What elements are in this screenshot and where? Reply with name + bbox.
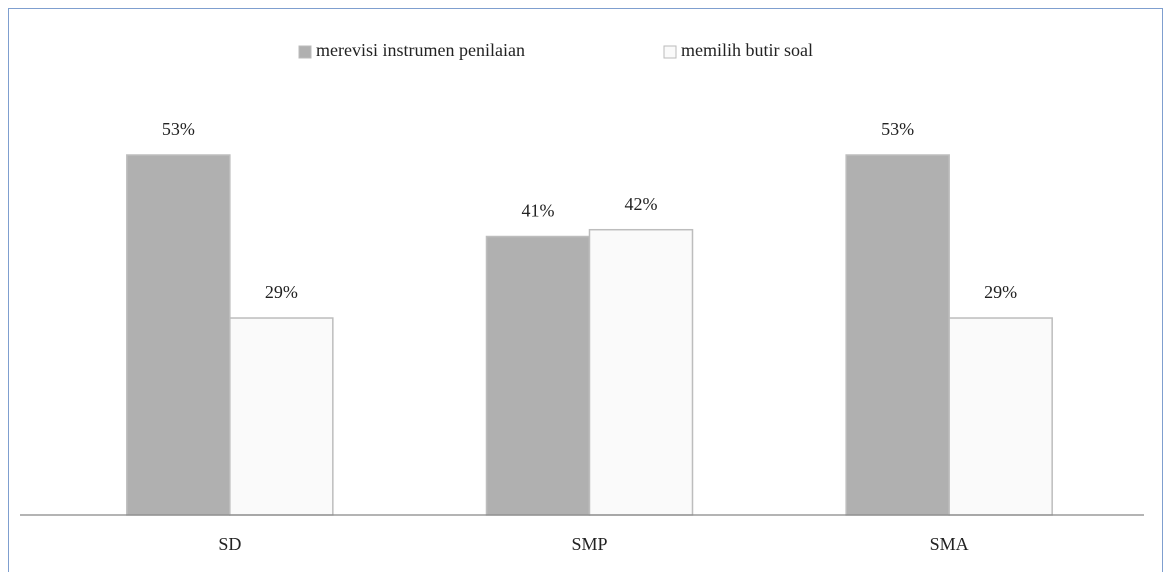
value-label: 42% [625, 194, 658, 214]
legend-swatch [663, 45, 677, 59]
bar [588, 228, 694, 516]
legend-label: memilih butir soal [681, 40, 813, 60]
x-tick-label: SD [218, 534, 241, 554]
bar [229, 317, 334, 516]
bar [126, 154, 231, 516]
chart-frame [8, 8, 1163, 572]
legend-label: merevisi instrumen penilaian [316, 40, 525, 60]
x-tick-label: SMA [930, 534, 969, 554]
bar [845, 154, 950, 516]
bar [948, 317, 1053, 516]
value-label: 29% [984, 282, 1017, 302]
x-tick-label: SMP [571, 534, 607, 554]
legend-swatch [298, 45, 312, 59]
value-label: 53% [162, 119, 195, 139]
value-label: 29% [265, 282, 298, 302]
value-label: 41% [522, 201, 555, 221]
value-label: 53% [881, 119, 914, 139]
bar [485, 235, 591, 516]
